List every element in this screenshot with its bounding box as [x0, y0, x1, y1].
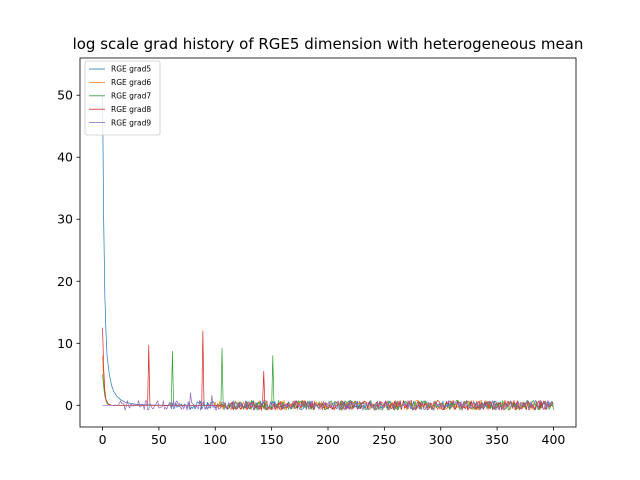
y-axis: 0 10 20 30 40 50	[57, 88, 80, 413]
legend-label: RGE grad7	[111, 92, 151, 101]
x-tick-label: 100	[203, 432, 227, 447]
legend: RGE grad5 RGE grad6 RGE grad7 RGE grad8 RGE …	[84, 60, 161, 136]
y-tick-label: 10	[57, 336, 73, 351]
series-line-8	[102, 327, 554, 411]
y-tick-label: 40	[57, 150, 73, 165]
legend-label: RGE grad6	[111, 78, 151, 87]
x-tick-label: 400	[542, 432, 566, 447]
legend-label: RGE grad8	[111, 105, 151, 114]
x-tick-label: 250	[372, 432, 396, 447]
x-tick-label: 300	[429, 432, 453, 447]
x-tick-label: 200	[316, 432, 340, 447]
x-tick-label: 350	[485, 432, 509, 447]
series-line-5	[102, 95, 554, 410]
y-tick-label: 0	[65, 398, 73, 413]
x-axis: 0 50 100 150 200 250 300 350 400	[99, 427, 566, 447]
x-tick-label: 0	[99, 432, 107, 447]
y-tick-label: 20	[57, 274, 73, 289]
y-tick-label: 30	[57, 212, 73, 227]
legend-box	[84, 60, 161, 136]
series-lines	[102, 95, 554, 411]
chart-title: log scale grad history of RGE5 dimension…	[73, 35, 584, 53]
legend-label: RGE grad5	[111, 65, 151, 74]
legend-label: RGE grad9	[111, 118, 151, 127]
series-line-9	[102, 392, 554, 411]
y-tick-label: 50	[57, 88, 73, 103]
x-tick-label: 150	[260, 432, 284, 447]
x-tick-label: 50	[151, 432, 167, 447]
